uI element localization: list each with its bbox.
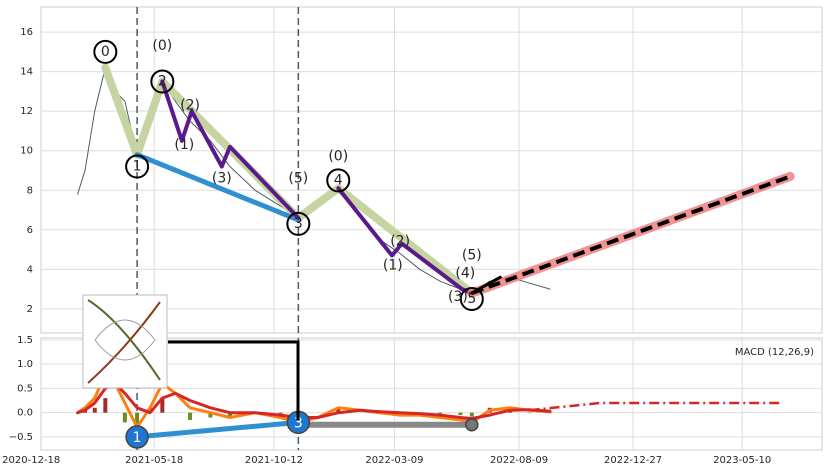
- wave-label: 4: [334, 172, 343, 188]
- series-group: [76, 372, 783, 440]
- wave-label: (2): [180, 97, 200, 113]
- histogram-bar: [122, 412, 127, 423]
- wave-label: (4): [455, 265, 475, 281]
- inset-curve: [94, 319, 156, 361]
- y-tick-label: 4: [27, 264, 33, 275]
- y-tick-label: 6: [27, 225, 33, 236]
- y-tick-label: 2: [27, 304, 33, 315]
- series-line: [76, 382, 552, 420]
- series-line: [529, 401, 783, 412]
- plot-area: [40, 6, 823, 334]
- connector: [168, 340, 300, 420]
- wave-label: 2: [158, 74, 167, 90]
- wave-label: 3: [294, 216, 303, 232]
- series-line: [134, 419, 301, 440]
- wave-circle: [93, 39, 118, 64]
- wave-label: (5): [462, 248, 482, 264]
- y-tick-label: 8: [27, 185, 33, 196]
- x-tick-label: 2020-12-18: [2, 455, 60, 466]
- inset-image: [82, 294, 168, 389]
- wave-label: (0): [328, 149, 348, 165]
- histogram-bar: [469, 412, 474, 417]
- series-line: [471, 174, 791, 295]
- wave-label: (1): [383, 257, 403, 273]
- y-tick-label: 1.5: [17, 335, 33, 346]
- wave-label: (3): [448, 289, 468, 305]
- histogram-bar: [336, 407, 341, 413]
- wave-circle: [286, 211, 311, 236]
- y-tick-label: 0.0: [17, 408, 33, 419]
- histogram-bar: [458, 412, 463, 416]
- wave-label: (2): [390, 234, 410, 250]
- series-line: [160, 79, 301, 220]
- wave-label: (5): [288, 170, 308, 186]
- marker-label: 1: [133, 430, 142, 446]
- wave-circle: [125, 154, 150, 179]
- legend-label: MACD (12,26,9): [735, 347, 814, 358]
- x-tick-label: 2022-03-09: [365, 455, 423, 466]
- wave-label: 1: [133, 159, 142, 175]
- histogram-bar: [92, 407, 97, 413]
- histogram-bar: [160, 398, 165, 413]
- plot-layers: 2 4 6 8 10 12 14 16 0 2 1 3 4 5 (0) (2) (1) (3) (5) (0) (2) (…: [2, 6, 823, 466]
- histogram-bar: [188, 412, 193, 420]
- x-tick-label: 2023-05-10: [713, 455, 771, 466]
- histogram-bar: [135, 412, 140, 433]
- marker-dot: [465, 418, 479, 432]
- y-tick-label: 12: [20, 106, 33, 117]
- marker-label: 3: [294, 415, 303, 431]
- wave-circle: [326, 168, 351, 193]
- histogram-bar: [227, 412, 232, 418]
- y-tick-label: −0.5: [9, 432, 33, 443]
- histogram-bar: [208, 412, 213, 418]
- wave-label: (0): [152, 38, 172, 54]
- y-tick-label: 16: [20, 27, 33, 38]
- wave-circle: [459, 286, 484, 311]
- y-tick-label: 1.0: [17, 359, 33, 370]
- wave-circle: [150, 69, 175, 94]
- y-tick-label: 14: [20, 67, 33, 78]
- series-line: [134, 152, 301, 223]
- wave-label: 5: [467, 291, 476, 307]
- inset-curve: [87, 299, 161, 381]
- wave-label: (1): [174, 137, 194, 153]
- series-line: [470, 275, 502, 295]
- histogram-bar: [103, 398, 108, 413]
- x-tick-label: 2022-08-09: [490, 455, 548, 466]
- series-line: [76, 372, 552, 429]
- x-tick-label: 2021-05-18: [125, 455, 183, 466]
- x-tick-label: 2021-10-12: [245, 455, 303, 466]
- wave-label: 0: [101, 44, 110, 60]
- marker-dot: [125, 425, 149, 449]
- y-tick-label: 0.5: [17, 383, 33, 394]
- x-tick-label: 2022-12-27: [604, 455, 662, 466]
- y-tick-label: 10: [20, 146, 33, 157]
- inset-curve: [87, 301, 161, 384]
- wave-label: (3): [212, 170, 232, 186]
